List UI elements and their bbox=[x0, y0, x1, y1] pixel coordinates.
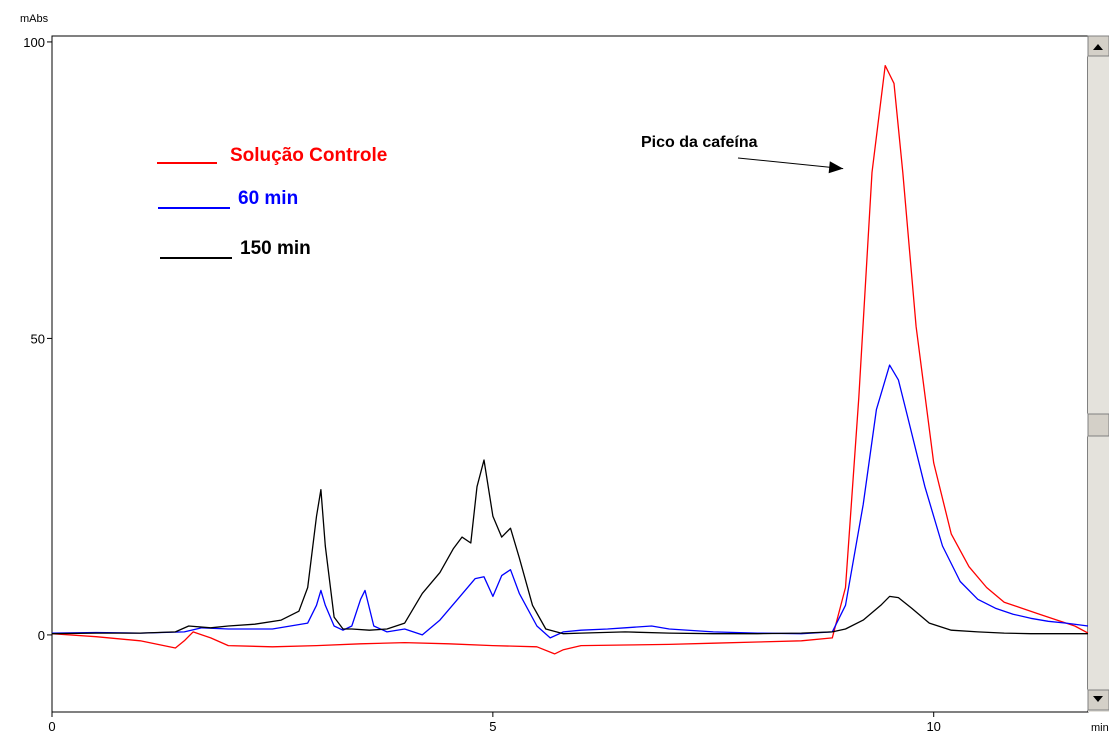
series-layer bbox=[51, 64, 1089, 655]
y-tick-label: 50 bbox=[31, 331, 45, 346]
y-tick-label: 0 bbox=[38, 628, 45, 643]
x-tick-label: 5 bbox=[489, 719, 496, 733]
y-tick-label: 100 bbox=[23, 35, 45, 50]
x-axis-unit: min bbox=[1091, 722, 1109, 733]
legend-label-1: Solução Controle bbox=[230, 145, 387, 166]
plot-area bbox=[51, 35, 1089, 713]
scroll-down-arrow-icon bbox=[1093, 696, 1103, 702]
y-axis-unit: mAbs bbox=[20, 13, 49, 25]
legend: Solução Controle 60 min 150 min bbox=[157, 145, 387, 259]
scrollbar-track[interactable] bbox=[1088, 36, 1109, 712]
annotation-label: Pico da cafeína bbox=[641, 134, 758, 151]
x-tick-label: 0 bbox=[48, 719, 55, 733]
vertical-scrollbar[interactable] bbox=[1087, 35, 1109, 712]
scroll-up-arrow-icon bbox=[1093, 44, 1103, 50]
legend-label-3: 150 min bbox=[240, 238, 311, 259]
annotation-arrowhead-icon bbox=[828, 161, 844, 174]
annotation: Pico da cafeína bbox=[641, 134, 844, 174]
axis-layer: 0 50 100 0 5 10 bbox=[23, 35, 941, 733]
scrollbar-thumb[interactable] bbox=[1087, 413, 1109, 437]
series-line-3 bbox=[51, 459, 1088, 635]
series-line-1 bbox=[51, 64, 1089, 655]
annotation-arrow-line bbox=[737, 157, 844, 170]
series-line-2 bbox=[51, 364, 1089, 639]
x-tick-label: 10 bbox=[926, 719, 940, 733]
legend-label-2: 60 min bbox=[238, 188, 298, 209]
